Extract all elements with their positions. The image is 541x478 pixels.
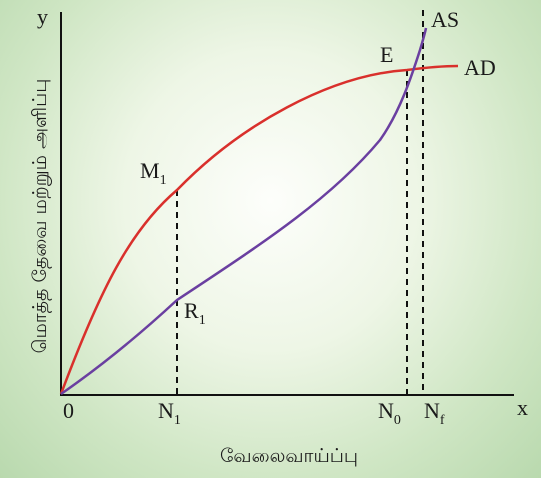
n0-sub: 0	[394, 413, 401, 428]
r1-main: R	[184, 298, 199, 323]
nf-sub: f	[440, 413, 445, 428]
point-e-label: E	[380, 42, 393, 67]
n1-sub: 1	[174, 413, 181, 428]
origin-label: 0	[63, 398, 74, 423]
x-axis-label: x	[517, 395, 528, 420]
tick-n1: N1	[158, 398, 181, 428]
y-axis-title: மொத்த தேவை மற்றும் அளிப்பு	[29, 79, 52, 354]
point-m1-label: M1	[140, 158, 167, 188]
tick-n0: N0	[378, 398, 401, 428]
n0-main: N	[378, 398, 394, 423]
ad-curve	[59, 64, 459, 395]
as-curve	[60, 27, 428, 396]
r1-sub: 1	[199, 313, 206, 328]
m1-main: M	[140, 158, 160, 183]
y-axis-label: y	[37, 4, 48, 29]
n1-main: N	[158, 398, 174, 423]
point-r1-label: R1	[184, 298, 206, 328]
as-label: AS	[431, 7, 459, 32]
tick-nf: Nf	[424, 398, 445, 428]
m1-sub: 1	[160, 173, 167, 188]
x-axis-title: வேலைவாய்ப்பு	[220, 445, 358, 467]
ad-label: AD	[464, 55, 496, 80]
nf-main: N	[424, 398, 440, 423]
